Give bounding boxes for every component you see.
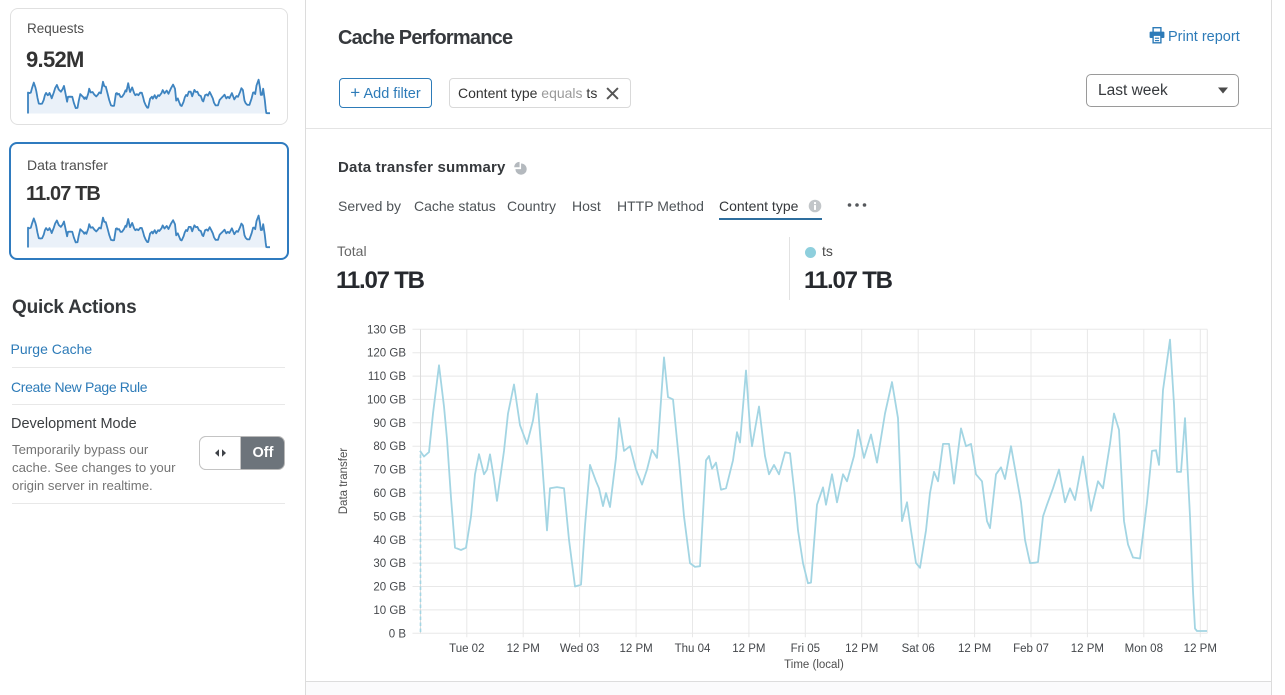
- svg-text:Data transfer: Data transfer: [338, 448, 350, 515]
- svg-text:80 GB: 80 GB: [373, 441, 406, 453]
- svg-text:30 GB: 30 GB: [373, 558, 406, 570]
- svg-text:70 GB: 70 GB: [373, 465, 406, 477]
- svg-text:Wed 03: Wed 03: [560, 643, 599, 655]
- svg-text:100 GB: 100 GB: [367, 394, 406, 406]
- svg-text:12 PM: 12 PM: [619, 643, 652, 655]
- svg-text:Time (local): Time (local): [784, 659, 844, 671]
- svg-text:Fri 05: Fri 05: [791, 643, 820, 655]
- svg-text:0 B: 0 B: [389, 628, 407, 640]
- svg-text:50 GB: 50 GB: [373, 511, 406, 523]
- svg-text:120 GB: 120 GB: [367, 348, 406, 360]
- svg-text:12 PM: 12 PM: [732, 643, 765, 655]
- svg-text:40 GB: 40 GB: [373, 535, 406, 547]
- svg-text:Sat 06: Sat 06: [902, 643, 935, 655]
- svg-text:60 GB: 60 GB: [373, 488, 406, 500]
- svg-text:130 GB: 130 GB: [367, 324, 406, 336]
- svg-text:12 PM: 12 PM: [1071, 643, 1104, 655]
- svg-text:Tue 02: Tue 02: [449, 643, 484, 655]
- svg-text:12 PM: 12 PM: [507, 643, 540, 655]
- svg-text:Feb 07: Feb 07: [1013, 643, 1049, 655]
- svg-text:10 GB: 10 GB: [373, 605, 406, 617]
- svg-text:12 PM: 12 PM: [845, 643, 878, 655]
- svg-text:90 GB: 90 GB: [373, 418, 406, 430]
- svg-text:12 PM: 12 PM: [1184, 643, 1217, 655]
- svg-text:12 PM: 12 PM: [958, 643, 991, 655]
- svg-text:20 GB: 20 GB: [373, 582, 406, 594]
- svg-text:Thu 04: Thu 04: [675, 643, 711, 655]
- svg-text:Mon 08: Mon 08: [1125, 643, 1163, 655]
- svg-text:110 GB: 110 GB: [368, 371, 406, 383]
